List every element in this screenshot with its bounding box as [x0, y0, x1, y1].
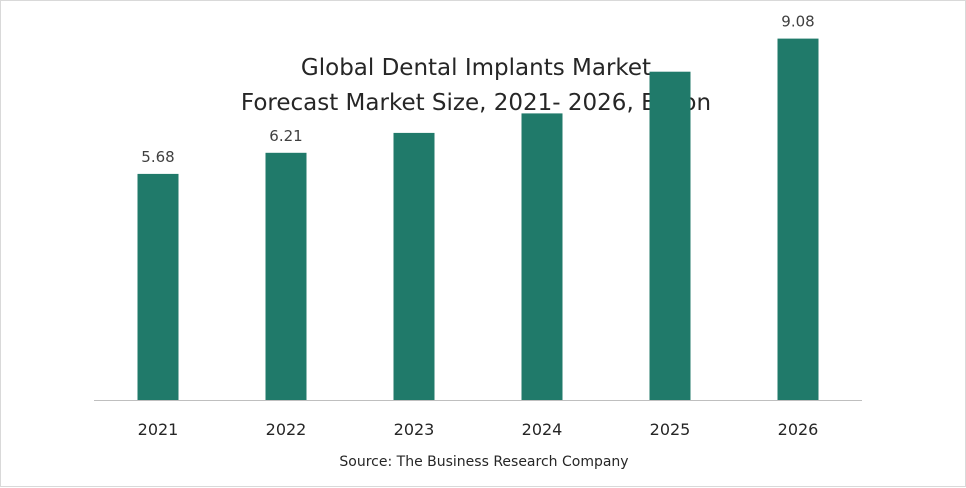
source-note: Source: The Business Research Company — [339, 454, 629, 470]
bar-2026 — [777, 38, 819, 400]
bar-2021 — [137, 173, 179, 400]
x-tick-label-2022: 2022 — [266, 420, 307, 439]
bar-2025 — [649, 71, 691, 400]
x-tick-label-2026: 2026 — [778, 420, 819, 439]
bar-2024 — [521, 113, 563, 401]
data-label-2022: 6.21 — [269, 127, 302, 145]
chart-title: Global Dental Implants Market — [300, 55, 652, 81]
data-label-2021: 5.68 — [141, 148, 174, 166]
data-label-2026: 9.08 — [781, 13, 814, 31]
x-tick-label-2021: 2021 — [138, 420, 179, 439]
x-tick-label-2023: 2023 — [394, 420, 435, 439]
x-tick-label-2025: 2025 — [650, 420, 691, 439]
x-tick-label-2024: 2024 — [522, 420, 563, 439]
bar-2023 — [393, 132, 435, 400]
chart-subtitle: Forecast Market Size, 2021- 2026, Billio… — [240, 90, 712, 116]
bar-2022 — [265, 152, 307, 400]
